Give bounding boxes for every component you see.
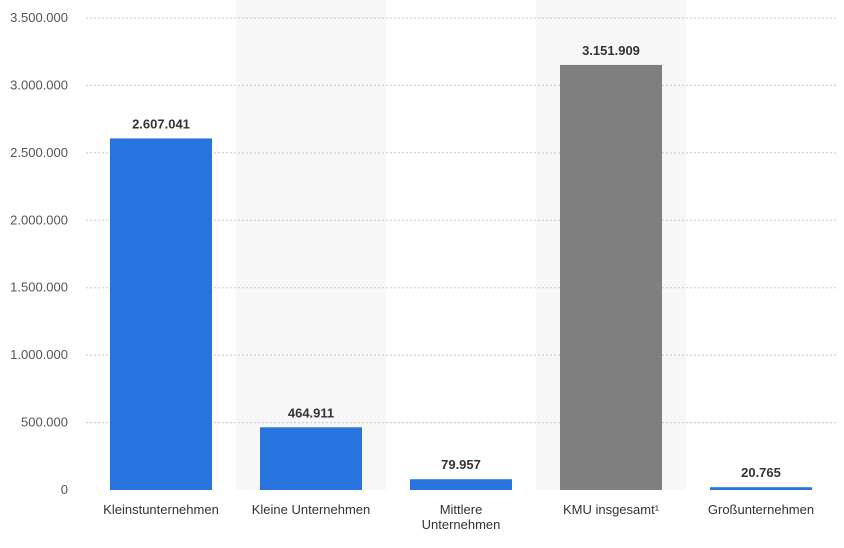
- bar[interactable]: [710, 487, 812, 490]
- bar[interactable]: [260, 427, 362, 490]
- bar-value-labels: 2.607.041 464.911 79.957 3.151.909 20.765: [132, 43, 781, 480]
- bar[interactable]: [560, 64, 662, 490]
- y-tick-label: 1.500.000: [10, 280, 68, 295]
- y-tick-label: 2.500.000: [10, 145, 68, 160]
- bar[interactable]: [410, 479, 512, 490]
- bar-value-label: 464.911: [288, 405, 334, 420]
- bar-value-label: 3.151.909: [582, 43, 640, 58]
- bar-value-label: 79.957: [441, 457, 481, 472]
- y-tick-label: 3.500.000: [10, 10, 68, 25]
- y-tick-label: 1.000.000: [10, 347, 68, 362]
- y-tick-label: 0: [61, 482, 68, 497]
- y-tick-label: 500.000: [21, 415, 68, 430]
- y-axis-tick-labels: 0 500.000 1.000.000 1.500.000 2.000.000 2.500…: [10, 10, 68, 497]
- y-tick-label: 2.000.000: [10, 212, 68, 227]
- bar-value-label: 20.765: [741, 465, 781, 480]
- x-category-label: KMU insgesamt¹: [563, 502, 660, 517]
- column-band-1: [236, 0, 386, 490]
- x-category-label: Mittlere Unternehmen: [422, 502, 501, 532]
- x-category-label: Großunternehmen: [708, 502, 814, 517]
- bar-value-label: 2.607.041: [132, 116, 190, 131]
- x-axis-category-labels: Kleinstunternehmen Kleine Unternehmen Mitt…: [103, 502, 814, 532]
- x-category-label: Kleinstunternehmen: [103, 502, 219, 517]
- y-tick-label: 3.000.000: [10, 77, 68, 92]
- bars: [110, 64, 812, 490]
- bar[interactable]: [110, 138, 212, 490]
- x-category-label: Kleine Unternehmen: [252, 502, 371, 517]
